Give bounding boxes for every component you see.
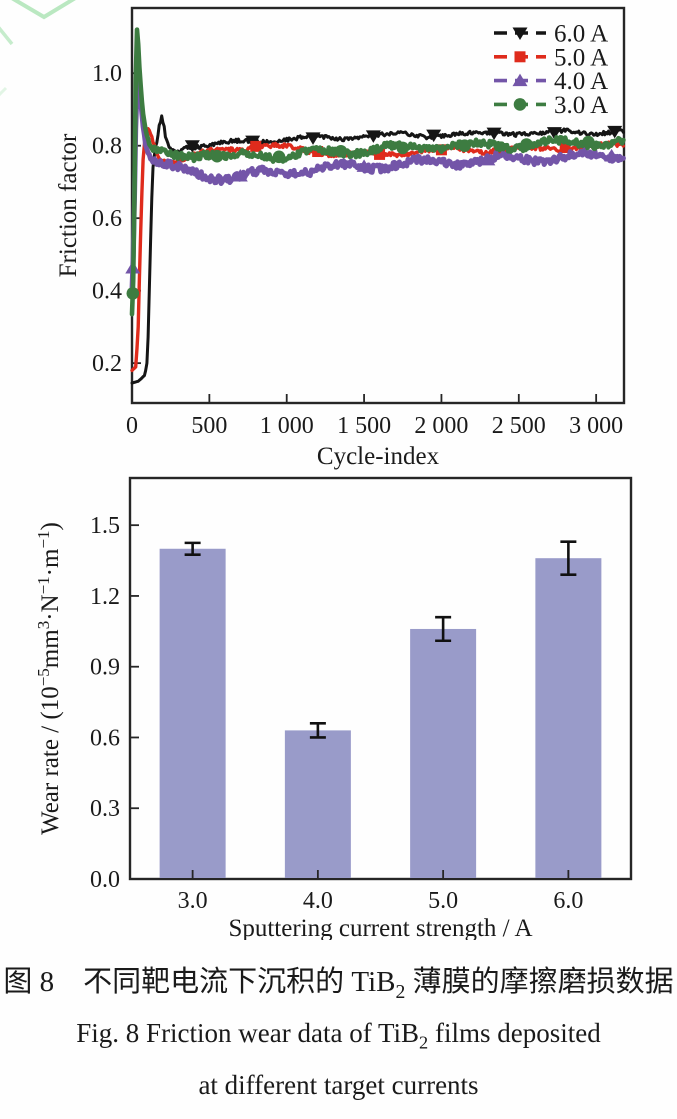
series-marker-6.0A bbox=[184, 140, 200, 153]
caption-text: 薄膜的摩擦磨损数据 bbox=[405, 966, 674, 998]
series-marker-6.0A bbox=[546, 127, 562, 140]
artifact-check-stroke bbox=[11, 0, 76, 20]
series-marker-6.0A bbox=[426, 129, 442, 143]
y-tick-label: 0.6 bbox=[90, 725, 120, 751]
series-marker-3.0A bbox=[520, 138, 533, 151]
x-axis-title: Sputtering current strength / A bbox=[228, 915, 532, 940]
series-marker-5.0A bbox=[374, 148, 386, 160]
series-marker-6.0A bbox=[607, 125, 623, 139]
caption-text: Fig. 8 Friction wear data of TiB bbox=[76, 1018, 420, 1048]
legend-marker bbox=[513, 98, 527, 111]
wear-rate-bar-chart: 0.0 0.3 0.6 0.9 1.2 1.5 3.0 4.0 5.0 6.0 Sputtering… bbox=[34, 476, 633, 940]
y-axis-title-sup: −1 bbox=[34, 530, 53, 548]
series-marker-3.0A bbox=[126, 287, 140, 300]
y-tick-label: 0.6 bbox=[92, 206, 122, 232]
series-marker-6.0A bbox=[365, 130, 381, 143]
series-marker-4.0A bbox=[356, 159, 372, 172]
series-line-3.0A bbox=[129, 27, 626, 317]
x-tick-label: 5.0 bbox=[428, 888, 458, 914]
caption-chinese: 图 8 不同靶电流下沉积的 TiB2 薄膜的摩擦磨损数据 bbox=[0, 958, 677, 1004]
legend-marker bbox=[512, 27, 528, 40]
series-marker-3.0A bbox=[458, 139, 471, 153]
series-line-4.0A bbox=[129, 80, 626, 294]
legend-label: 5.0 A bbox=[554, 44, 608, 71]
series-marker-4.0A bbox=[480, 152, 496, 166]
series-marker-3.0A bbox=[210, 149, 224, 163]
plot-frame bbox=[130, 6, 626, 405]
y-axis-title-text: Wear rate / (10 bbox=[37, 686, 64, 835]
series-marker-3.0A bbox=[334, 144, 348, 158]
y-axis-title: Friction factor bbox=[55, 133, 82, 277]
x-tick-label: 1 000 bbox=[260, 413, 314, 439]
series-marker-3.0A bbox=[582, 135, 595, 149]
x-tick-label: 1 500 bbox=[337, 413, 391, 439]
bar-4.0 bbox=[284, 730, 351, 878]
y-axis-title-text: ·m bbox=[37, 548, 64, 576]
y-tick-label: 1.0 bbox=[92, 61, 122, 87]
y-axis-title-sup: −1 bbox=[34, 576, 53, 594]
x-tick-label: 6.0 bbox=[553, 888, 583, 914]
x-tick-label: 2 500 bbox=[492, 413, 546, 439]
y-tick-label: 0.9 bbox=[90, 655, 120, 681]
scan-artifact bbox=[0, 0, 76, 97]
series-marker-3.0A bbox=[396, 141, 410, 155]
artifact-faint-stroke bbox=[0, 86, 8, 97]
caption-text: at different target currents bbox=[198, 1070, 479, 1100]
y-tick-label: 0.0 bbox=[90, 867, 120, 893]
series-marker-6.0A bbox=[486, 127, 502, 141]
y-axis-title-text: mm bbox=[37, 629, 64, 668]
x-tick-label: 3.0 bbox=[178, 888, 208, 914]
x-tick-label: 3 000 bbox=[569, 413, 623, 439]
legend-label: 3.0 A bbox=[554, 92, 608, 119]
x-tick-label: 0 bbox=[126, 413, 138, 439]
series-marker-6.0A bbox=[305, 132, 321, 145]
artifact-edge-stroke bbox=[0, 26, 14, 46]
y-axis-title-text: ·N bbox=[37, 594, 64, 620]
legend-label: 6.0 A bbox=[554, 21, 608, 48]
series-marker-5.0A bbox=[250, 140, 262, 152]
plot-frame bbox=[128, 476, 633, 881]
series-marker-4.0A bbox=[232, 168, 248, 182]
y-axis-title: Wear rate / (10−5mm3·N−1·m−1) bbox=[34, 522, 64, 835]
legend-marker bbox=[512, 73, 528, 87]
caption-sub: 2 bbox=[395, 980, 406, 1003]
y-axis-title-text: ) bbox=[37, 522, 64, 530]
x-tick-label: 2 000 bbox=[414, 413, 468, 439]
y-tick-label: 1.5 bbox=[90, 513, 120, 539]
bar-5.0 bbox=[410, 628, 477, 878]
y-tick-label: 0.4 bbox=[92, 279, 122, 305]
y-axis-title-sup: −5 bbox=[34, 668, 53, 686]
x-axis-title: Cycle-index bbox=[317, 443, 440, 470]
x-tick-label: 4.0 bbox=[303, 888, 333, 914]
series-marker-3.0A bbox=[272, 150, 286, 164]
y-tick-label: 0.2 bbox=[92, 351, 122, 377]
bar-3.0 bbox=[159, 548, 226, 878]
caption-english-line1: Fig. 8 Friction wear data of TiB2 films … bbox=[0, 1018, 677, 1053]
series-marker-4.0A bbox=[604, 148, 620, 162]
series-marker-5.0A bbox=[559, 142, 571, 154]
caption-text: films deposited bbox=[428, 1018, 601, 1048]
legend-label: 4.0 A bbox=[554, 68, 608, 95]
caption-english-line2: at different target currents bbox=[0, 1070, 677, 1101]
legend-marker bbox=[514, 51, 526, 63]
friction-factor-line-chart: 0 500 1 000 1 500 2 000 2 500 3 000 0.2 0.4 0.6 0.… bbox=[55, 6, 626, 470]
y-tick-label: 1.2 bbox=[90, 584, 120, 610]
y-tick-label: 0.3 bbox=[90, 796, 120, 822]
x-tick-label: 500 bbox=[191, 413, 227, 439]
caption-text: 图 8 不同靶电流下沉积的 TiB bbox=[3, 966, 396, 998]
y-tick-label: 0.8 bbox=[92, 134, 122, 160]
caption-sub: 2 bbox=[419, 1032, 429, 1053]
y-axis-title-sup: 3 bbox=[34, 621, 53, 630]
bar-6.0 bbox=[535, 558, 602, 878]
